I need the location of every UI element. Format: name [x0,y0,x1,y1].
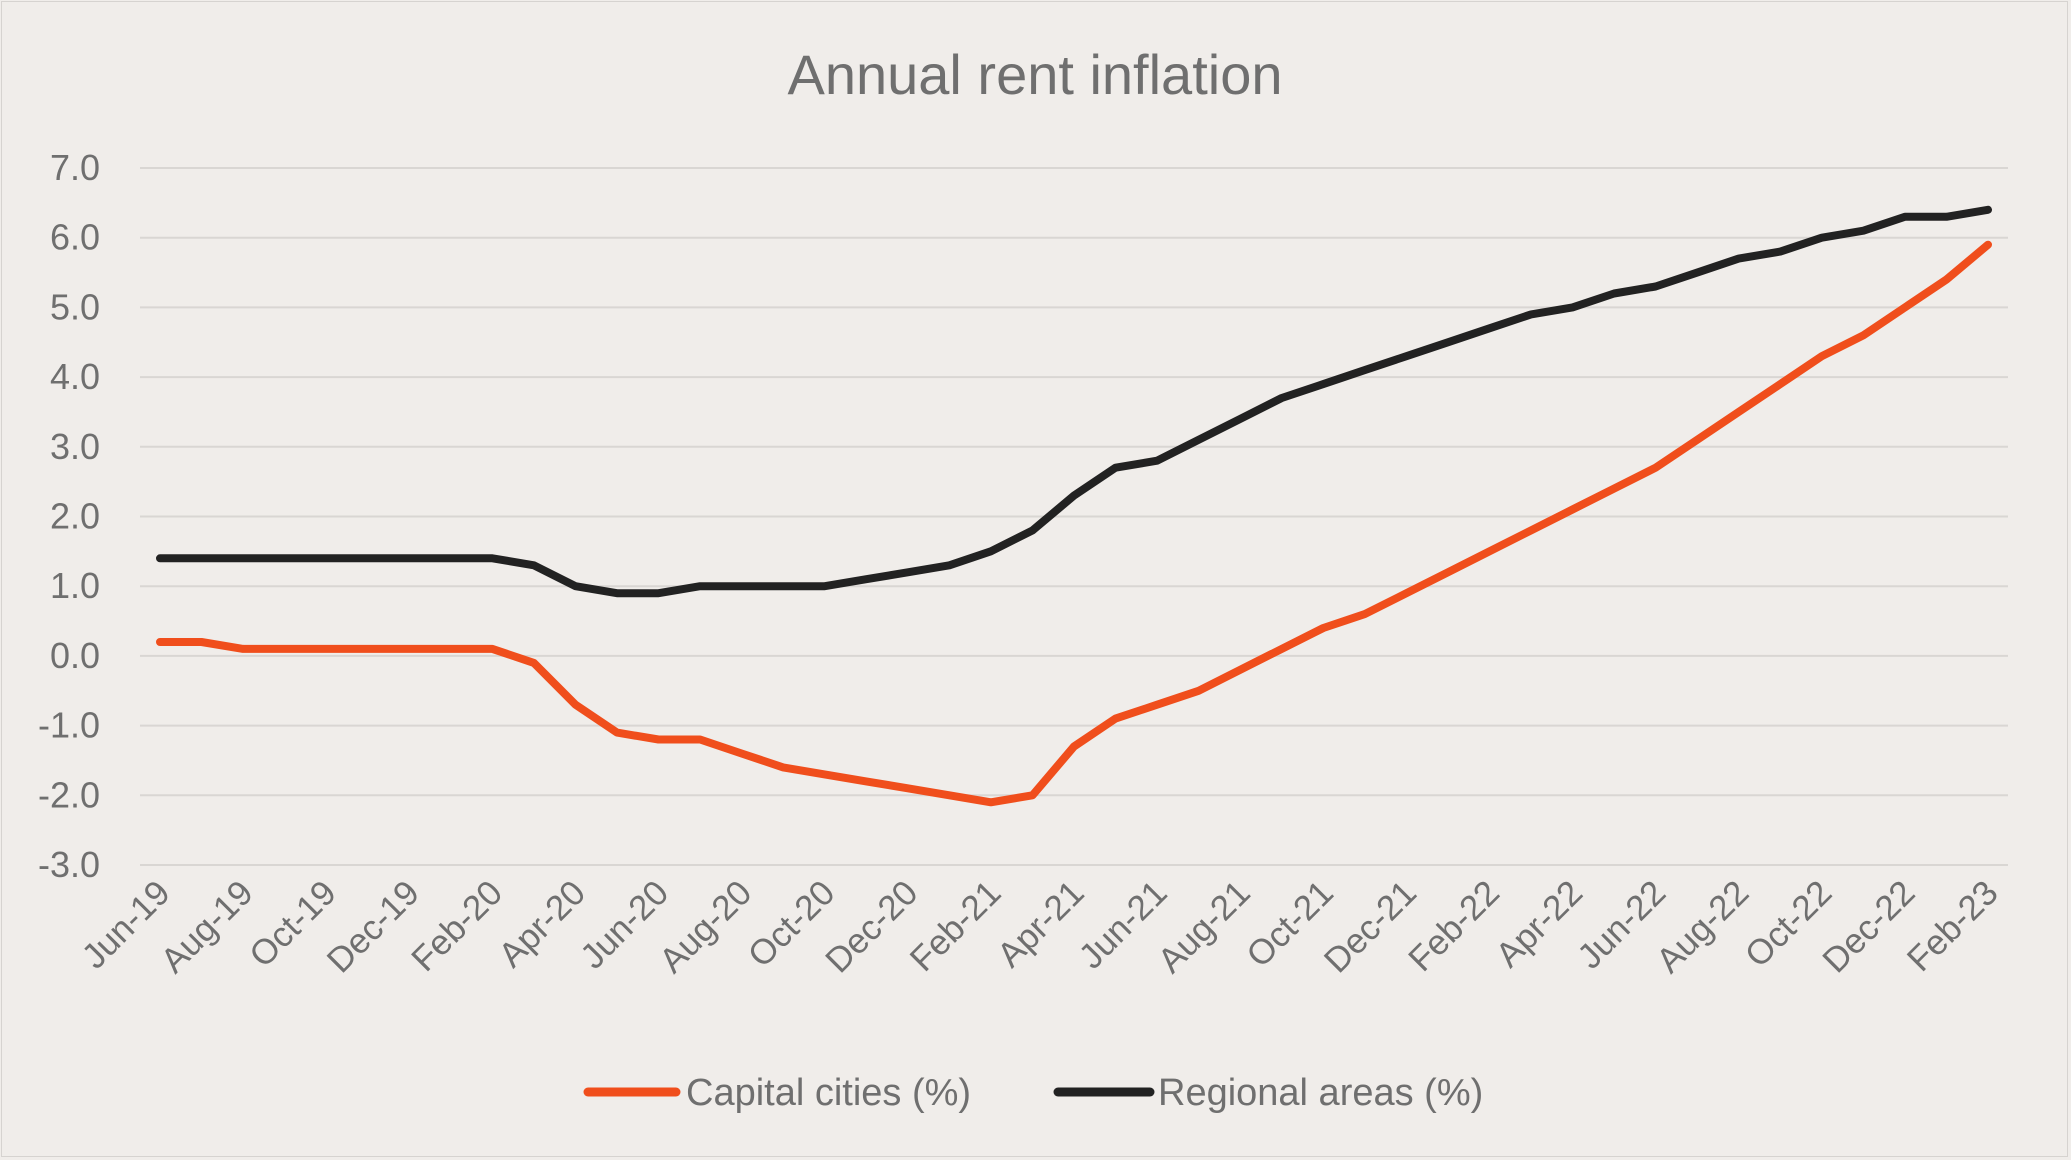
y-tick-label: 1.0 [50,565,100,606]
x-tick-label: Dec-22 [1815,873,1922,980]
y-tick-label: 3.0 [50,426,100,467]
x-tick-label: Aug-20 [652,873,759,980]
series-regional-areas [156,205,1992,598]
x-tick-label: Apr-20 [491,873,593,975]
y-tick-label: 0.0 [50,635,100,676]
x-tick-label: Dec-20 [818,873,925,980]
series-capital-cities [156,240,1992,807]
x-tick-label: Feb-23 [1900,873,2006,979]
legend-label: Regional areas (%) [1158,1072,1483,1114]
legend: Capital cities (%) Regional areas (%) [583,1072,1483,1114]
x-tick-label: Feb-22 [1401,873,1507,979]
y-tick-label: 6.0 [50,217,100,258]
x-tick-label: Dec-19 [320,873,427,980]
y-tick-label: 2.0 [50,496,100,537]
x-axis: Jun-19Aug-19Oct-19Dec-19Feb-20Apr-20Jun-… [74,873,2005,980]
y-tick-label: -2.0 [38,774,100,815]
x-tick-label: Apr-22 [1488,873,1590,975]
y-tick-label: 7.0 [50,147,100,188]
x-tick-label: Apr-21 [990,873,1092,975]
x-tick-label: Feb-21 [903,873,1009,979]
y-tick-label: 5.0 [50,286,100,327]
x-tick-label: Aug-22 [1649,873,1756,980]
series-lines [156,205,1992,807]
legend-label: Capital cities (%) [686,1072,971,1114]
chart-title: Annual rent inflation [787,43,1282,106]
gridlines [140,167,2008,866]
x-tick-label: Aug-21 [1150,873,1257,980]
x-tick-label: Dec-21 [1317,873,1424,980]
y-axis: 7.0 6.0 5.0 4.0 3.0 2.0 1.0 0.0 -1.0 -2.0 -3.0 [38,147,100,885]
x-tick-label: Aug-19 [153,873,260,980]
x-tick-label: Feb-20 [404,873,510,979]
y-tick-label: -3.0 [38,844,100,885]
y-tick-label: 4.0 [50,356,100,397]
y-tick-label: -1.0 [38,705,100,746]
